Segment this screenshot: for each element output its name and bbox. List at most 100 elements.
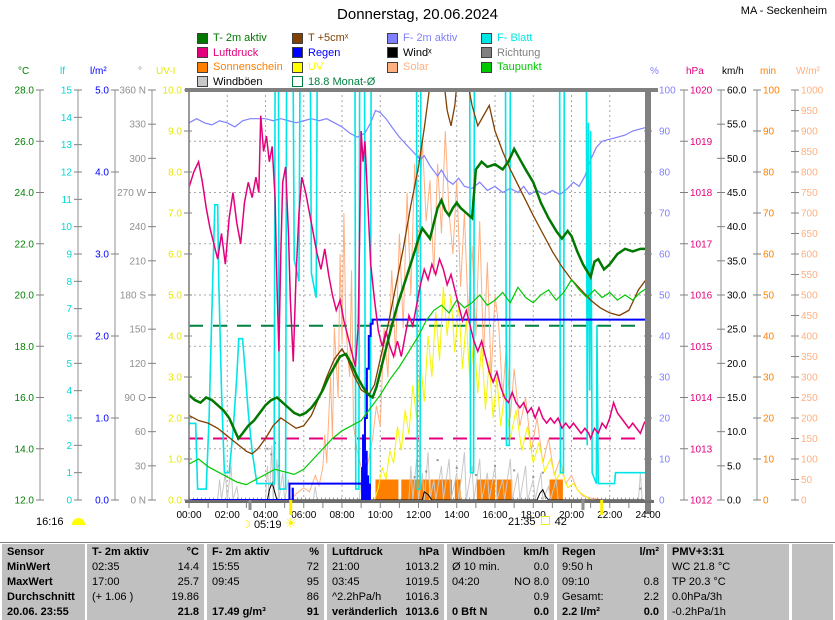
svg-text:10.0: 10.0 bbox=[727, 427, 747, 438]
svg-text:1018: 1018 bbox=[690, 188, 713, 199]
legend-item: 18.8 Monat-Ø bbox=[292, 75, 375, 90]
svg-text:1019: 1019 bbox=[690, 137, 713, 148]
svg-text:20.0: 20.0 bbox=[727, 359, 747, 370]
svg-text:12: 12 bbox=[61, 168, 73, 179]
svg-text:250: 250 bbox=[801, 393, 818, 404]
svg-text:02:00: 02:00 bbox=[215, 510, 240, 521]
legend-item: Windˣ bbox=[387, 46, 457, 61]
svg-text:2.0: 2.0 bbox=[95, 332, 109, 343]
table-row: 17.49 g/m³ 91 bbox=[212, 605, 319, 618]
svg-text:50: 50 bbox=[763, 291, 775, 302]
svg-text:50.0: 50.0 bbox=[727, 154, 747, 165]
svg-text:20: 20 bbox=[763, 414, 775, 425]
svg-text:5: 5 bbox=[66, 359, 72, 370]
svg-text:hPa: hPa bbox=[686, 66, 704, 77]
moonrise-icon bbox=[71, 518, 85, 525]
svg-text:7: 7 bbox=[66, 304, 72, 315]
table-column-col7 bbox=[792, 544, 833, 620]
svg-text:25.0: 25.0 bbox=[727, 325, 747, 336]
axis-rain: 0.0 1.0 2.0 3.0 4.0 5.0 l/m² bbox=[90, 66, 119, 507]
legend-item: T +5cmˣ bbox=[292, 31, 375, 46]
legend-item: Sonnenschein bbox=[197, 60, 283, 75]
svg-text:04:00: 04:00 bbox=[253, 510, 278, 521]
svg-text:30: 30 bbox=[659, 373, 671, 384]
svg-text:400: 400 bbox=[801, 332, 818, 343]
svg-text:270 W: 270 W bbox=[117, 188, 146, 199]
svg-text:15: 15 bbox=[61, 86, 73, 97]
svg-text:1013: 1013 bbox=[690, 444, 713, 455]
table-row: 15:55 72 bbox=[212, 560, 319, 573]
svg-text:0: 0 bbox=[659, 496, 665, 507]
axis-dir: 0 N 30 60 90 O 120 150 180 S 210 240 270 W 300 330 3… bbox=[117, 66, 156, 507]
table-row: Gesamt: 2.2 bbox=[562, 590, 659, 603]
legend-swatch bbox=[387, 32, 398, 44]
svg-text:50: 50 bbox=[659, 291, 671, 302]
svg-text:lf: lf bbox=[60, 66, 65, 77]
legend-item: Richtung bbox=[481, 46, 542, 61]
svg-text:°: ° bbox=[138, 66, 142, 77]
svg-text:08:00: 08:00 bbox=[329, 510, 354, 521]
svg-text:1014: 1014 bbox=[690, 393, 713, 404]
svg-text:4.0: 4.0 bbox=[95, 168, 109, 179]
svg-text:11: 11 bbox=[62, 195, 73, 206]
table-header-row: Windböen km/h bbox=[452, 545, 549, 558]
legend-label: Solar bbox=[403, 61, 429, 74]
svg-text:0.0: 0.0 bbox=[168, 496, 182, 507]
sunset-marker bbox=[600, 500, 604, 515]
svg-text:240: 240 bbox=[129, 222, 146, 233]
svg-text:70: 70 bbox=[763, 209, 775, 220]
svg-text:1: 1 bbox=[66, 468, 72, 479]
legend-swatch bbox=[387, 61, 398, 73]
legend-swatch bbox=[481, 47, 492, 59]
svg-text:550: 550 bbox=[801, 270, 818, 281]
svg-text:min: min bbox=[760, 66, 776, 77]
axis-solar: 0 50 100 150 200 250 300 350 400 450 500 550 600 650 7… bbox=[791, 66, 824, 507]
table-row: 9:50 h bbox=[562, 560, 593, 573]
svg-text:330: 330 bbox=[129, 120, 146, 131]
svg-text:700: 700 bbox=[801, 209, 818, 220]
moon-phase-icon bbox=[540, 516, 550, 525]
table-row: TP 20.3 °C bbox=[672, 575, 726, 588]
svg-text:40.0: 40.0 bbox=[727, 222, 747, 233]
svg-text:1020: 1020 bbox=[690, 86, 713, 97]
svg-text:13: 13 bbox=[61, 140, 73, 151]
svg-text:9.0: 9.0 bbox=[168, 127, 182, 138]
table-column-pmv-3-31: PMV+3:31 WC 21.8 °C TP 20.3 °C 0.0hPa/3h -0.… bbox=[667, 544, 789, 620]
table-row: -0.2hPa/1h bbox=[672, 605, 726, 618]
series-wind bbox=[189, 481, 648, 500]
svg-text:10.0: 10.0 bbox=[163, 86, 183, 97]
sunrise-marker bbox=[289, 500, 293, 515]
svg-text:150: 150 bbox=[129, 325, 146, 336]
legend-item: T- 2m aktiv bbox=[197, 31, 283, 46]
svg-text:28.0: 28.0 bbox=[15, 86, 35, 97]
svg-text:0.0: 0.0 bbox=[95, 496, 109, 507]
table-row: ^2.2hPa/h 1016.3 bbox=[332, 590, 439, 603]
svg-text:3.0: 3.0 bbox=[95, 250, 109, 261]
table-row: Ø 10 min. 0.0 bbox=[452, 560, 549, 573]
svg-text:150: 150 bbox=[801, 434, 818, 445]
svg-text:45.0: 45.0 bbox=[727, 188, 747, 199]
table-row: 0.9 bbox=[533, 590, 549, 603]
series-uv bbox=[189, 286, 648, 500]
table-row: 02:35 14.4 bbox=[92, 560, 199, 573]
table-header-row bbox=[792, 544, 833, 559]
table-row: 17:00 25.7 bbox=[92, 575, 199, 588]
svg-text:14:00: 14:00 bbox=[444, 510, 469, 521]
svg-text:2.0: 2.0 bbox=[168, 414, 182, 425]
svg-text:6: 6 bbox=[66, 332, 72, 343]
axis-hpa: 1012 1013 1014 1015 1016 1017 1018 1019 1020 hPa bbox=[680, 66, 713, 507]
svg-text:15.0: 15.0 bbox=[727, 393, 747, 404]
legend-swatch bbox=[292, 47, 303, 59]
svg-text:8: 8 bbox=[66, 277, 72, 288]
svg-text:50: 50 bbox=[801, 475, 813, 486]
legend-label: Taupunkt bbox=[497, 61, 542, 74]
svg-text:14.0: 14.0 bbox=[15, 444, 35, 455]
axis-uv: 0.0 1.0 2.0 3.0 4.0 5.0 6.0 7.0 8.0 9.0 10.0 UV-I bbox=[156, 66, 192, 507]
svg-text:26.0: 26.0 bbox=[15, 137, 35, 148]
svg-text:l/m²: l/m² bbox=[90, 66, 107, 77]
svg-text:750: 750 bbox=[801, 188, 818, 199]
svg-text:30: 30 bbox=[763, 373, 775, 384]
svg-text:100: 100 bbox=[801, 455, 818, 466]
svg-text:40: 40 bbox=[763, 332, 775, 343]
